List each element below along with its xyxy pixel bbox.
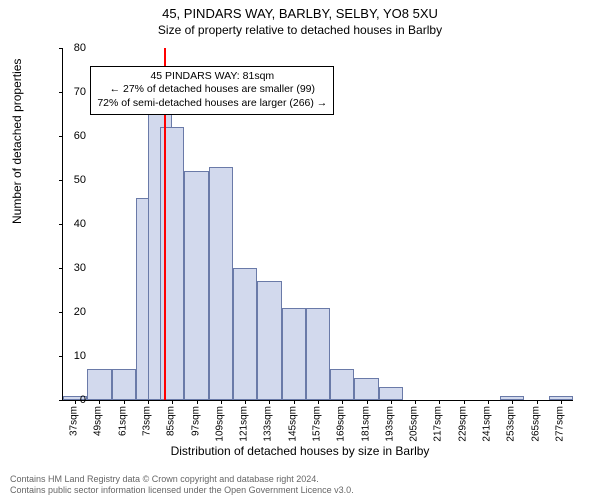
footer-line2: Contains public sector information licen… (10, 485, 354, 496)
x-tick-label: 241sqm (482, 406, 493, 442)
histogram-bar (87, 369, 111, 400)
x-tick-mark (294, 400, 295, 404)
y-tick-label: 40 (62, 218, 86, 230)
annotation-line: 72% of semi-detached houses are larger (… (97, 97, 327, 111)
y-axis-label: Number of detached properties (10, 59, 24, 224)
histogram-bar (379, 387, 403, 400)
y-tick-label: 70 (62, 86, 86, 98)
x-tick-label: 133sqm (263, 406, 274, 442)
histogram-bar (282, 308, 306, 400)
y-tick-label: 10 (62, 350, 86, 362)
x-tick-mark (391, 400, 392, 404)
x-tick-label: 121sqm (239, 406, 250, 442)
x-tick-mark (488, 400, 489, 404)
histogram-bar (233, 268, 257, 400)
x-tick-label: 253sqm (506, 406, 517, 442)
histogram-bar (184, 171, 208, 400)
x-tick-label: 145sqm (287, 406, 298, 442)
x-tick-label: 229sqm (457, 406, 468, 442)
y-tick-label: 20 (62, 306, 86, 318)
x-tick-mark (561, 400, 562, 404)
x-tick-mark (367, 400, 368, 404)
x-tick-label: 85sqm (166, 406, 177, 436)
footer-attribution: Contains HM Land Registry data © Crown c… (10, 474, 354, 496)
x-axis-label: Distribution of detached houses by size … (0, 444, 600, 458)
x-tick-label: 205sqm (409, 406, 420, 442)
histogram-bar (112, 369, 136, 400)
x-tick-mark (197, 400, 198, 404)
annotation-line: ← 27% of detached houses are smaller (99… (97, 83, 327, 97)
chart-title: 45, PINDARS WAY, BARLBY, SELBY, YO8 5XU (0, 0, 600, 21)
x-tick-label: 109sqm (214, 406, 225, 442)
x-tick-label: 97sqm (190, 406, 201, 436)
x-tick-label: 265sqm (530, 406, 541, 442)
y-tick-label: 50 (62, 174, 86, 186)
x-tick-mark (245, 400, 246, 404)
histogram-bar (306, 308, 330, 400)
x-tick-mark (99, 400, 100, 404)
y-tick-label: 80 (62, 42, 86, 54)
chart-subtitle: Size of property relative to detached ho… (0, 21, 600, 37)
x-tick-mark (221, 400, 222, 404)
x-tick-label: 169sqm (336, 406, 347, 442)
histogram-bar (257, 281, 281, 400)
y-tick-label: 0 (62, 394, 86, 406)
x-tick-mark (148, 400, 149, 404)
x-tick-label: 49sqm (93, 406, 104, 436)
x-tick-label: 277sqm (554, 406, 565, 442)
x-tick-mark (537, 400, 538, 404)
x-tick-label: 61sqm (117, 406, 128, 436)
x-tick-label: 73sqm (142, 406, 153, 436)
footer-line1: Contains HM Land Registry data © Crown c… (10, 474, 354, 485)
annotation-box: 45 PINDARS WAY: 81sqm← 27% of detached h… (90, 66, 334, 115)
annotation-line: 45 PINDARS WAY: 81sqm (97, 70, 327, 84)
x-tick-label: 157sqm (312, 406, 323, 442)
x-tick-mark (318, 400, 319, 404)
x-tick-mark (512, 400, 513, 404)
y-tick-label: 30 (62, 262, 86, 274)
x-tick-label: 193sqm (384, 406, 395, 442)
x-tick-mark (464, 400, 465, 404)
x-tick-mark (269, 400, 270, 404)
histogram-bar (330, 369, 354, 400)
y-tick-label: 60 (62, 130, 86, 142)
x-tick-mark (342, 400, 343, 404)
chart-container: 45, PINDARS WAY, BARLBY, SELBY, YO8 5XU … (0, 0, 600, 500)
x-tick-mark (172, 400, 173, 404)
x-tick-mark (415, 400, 416, 404)
x-tick-mark (124, 400, 125, 404)
x-tick-label: 37sqm (69, 406, 80, 436)
x-tick-label: 181sqm (360, 406, 371, 442)
histogram-bar (209, 167, 233, 400)
x-tick-mark (439, 400, 440, 404)
x-tick-label: 217sqm (433, 406, 444, 442)
histogram-bar (354, 378, 378, 400)
